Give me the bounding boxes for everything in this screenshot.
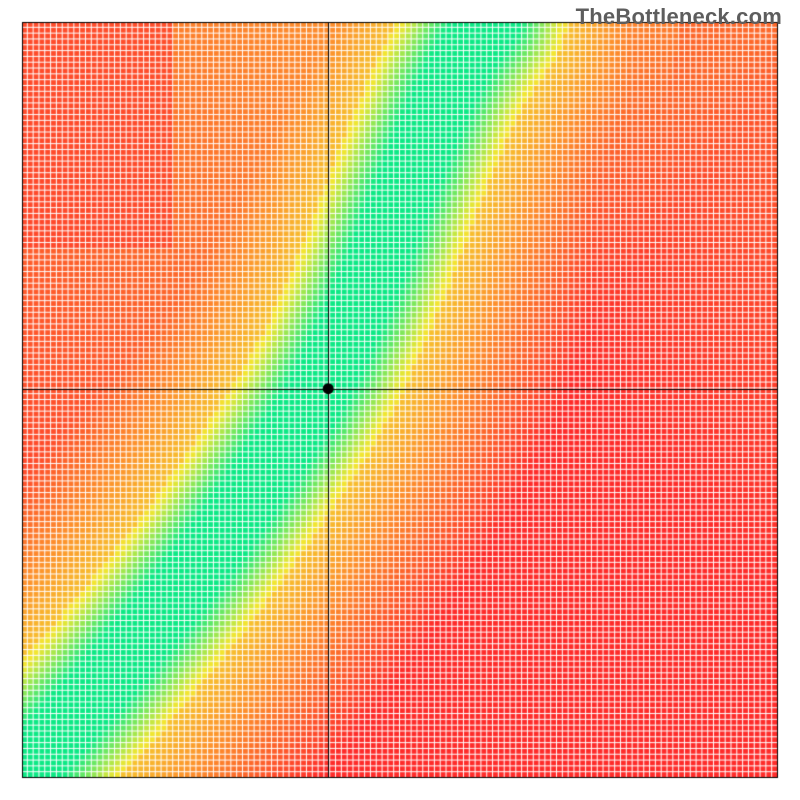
chart-container: TheBottleneck.com [0, 0, 800, 800]
heatmap-canvas [0, 0, 800, 800]
watermark-text: TheBottleneck.com [576, 4, 782, 30]
